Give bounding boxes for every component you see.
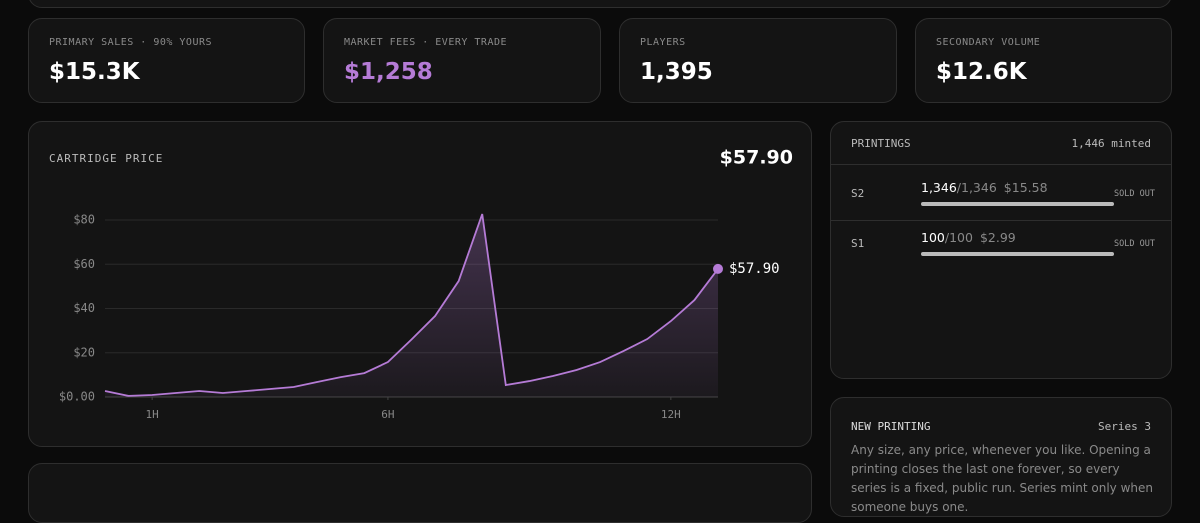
y-tick-label: $60 [73,257,95,271]
current-price: $57.90 [720,147,793,169]
stat-value: $15.3K [49,59,140,85]
end-point [713,263,723,274]
stat-label: PLAYERS [640,37,686,48]
progress [921,252,1114,256]
progress [921,202,1114,206]
x-tick-label: 1H [146,408,159,421]
description: Any size, any price, whenever you like. … [851,443,1154,514]
stat-label: SECONDARY VOLUME [936,37,1041,48]
printings-title: PRINTINGS [851,137,911,150]
chart-title: CARTRIDGE PRICE [49,152,163,165]
supply: 100/100 $2.99 [921,230,1016,245]
printings-card: PRINTINGS 1,446 minted S2 1,346/1,346 $15.… [830,121,1172,379]
new-printing-card: NEW PRINTING Series 3 Any size, any pric… [830,397,1172,517]
printing-row: S2 1,346/1,346 $15.58 SOLD OUT [831,170,1171,221]
chart-card: CARTRIDGE PRICE $57.90 $0.00 $20 $40 $60 $80… [28,121,812,447]
stat-card: PLAYERS 1,395 [619,18,897,103]
y-tick-label: $40 [73,301,95,315]
supply-total: /1,346 [956,180,997,195]
page: CARTRIDGE PRICE $57.90 $0.00 $20 $40 $60 $80… [28,0,1172,523]
top-card [28,0,1172,8]
end-label: $57.90 [729,261,780,277]
stat-value: $12.6K [936,59,1027,85]
x-tick-label: 6H [381,408,394,421]
series-id: S2 [851,187,865,200]
y-tick-label: $20 [73,345,95,359]
series: Series 3 [1098,420,1151,433]
sold: 100 [921,230,945,245]
supply: 1,346/1,346 $15.58 [921,180,1048,195]
status: SOLD OUT [1114,189,1155,199]
bottom-card [28,463,812,523]
status: SOLD OUT [1114,239,1155,249]
price: $2.99 [979,230,1016,245]
new-printing-title: NEW PRINTING [851,420,931,433]
area [105,214,718,397]
minted: 1,446 minted [1071,137,1151,150]
price: $15.58 [1003,180,1048,195]
x-tick-label: 12H [661,408,681,421]
stat-label: PRIMARY SALES · 90% YOURS [49,37,213,48]
supply-total: /100 [944,230,973,245]
line [104,213,719,397]
stat-value: 1,395 [640,59,713,85]
stat-card: SECONDARY VOLUME $12.6K [915,18,1172,103]
y-tick-label: $0.00 [59,390,95,404]
chart: CARTRIDGE PRICE $57.90 $0.00 $20 $40 $60 $80… [49,147,793,422]
stat-value: $1,258 [344,59,433,85]
series-id: S1 [851,237,865,250]
stat-card: MARKET FEES · EVERY TRADE $1,258 [323,18,601,103]
divider [831,164,1171,165]
sold: 1,346 [921,180,957,195]
y-tick-label: $80 [73,213,95,227]
stat-label: MARKET FEES · EVERY TRADE [344,37,508,48]
printing-row: S1 100/100 $2.99 SOLD OUT [831,220,1171,270]
stat-card: PRIMARY SALES · 90% YOURS $15.3K [28,18,305,103]
